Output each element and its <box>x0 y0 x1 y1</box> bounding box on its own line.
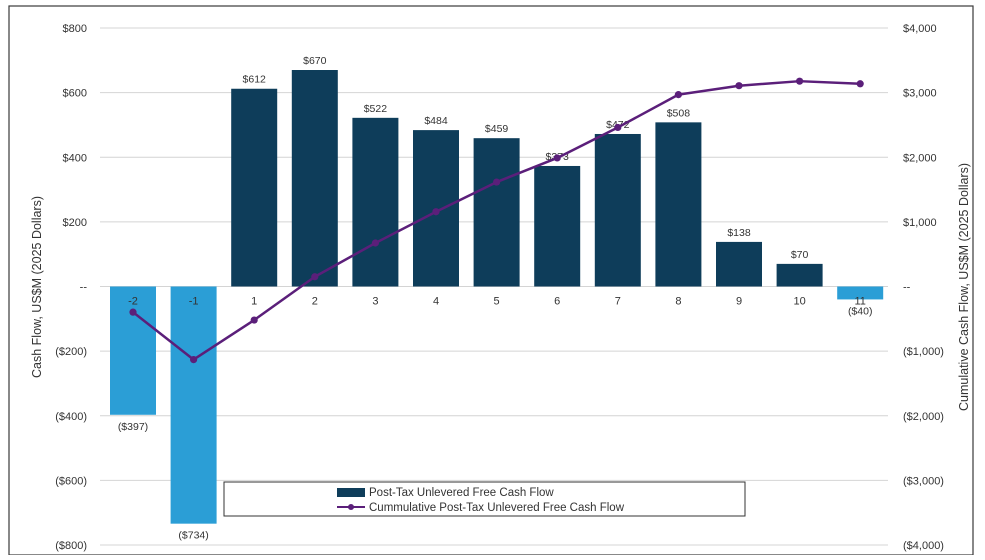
line-point <box>856 80 864 88</box>
left-tick-label: ($600) <box>55 475 87 487</box>
line-point <box>371 239 379 247</box>
line-point <box>250 316 258 324</box>
category-label: 1 <box>251 296 257 308</box>
line-point <box>311 273 319 281</box>
left-tick-label: $200 <box>63 217 87 229</box>
bar <box>352 117 399 287</box>
bar-series <box>110 70 884 524</box>
legend-label-bar: Post-Tax Unlevered Free Cash Flow <box>369 487 554 499</box>
bar <box>231 88 278 287</box>
right-tick-label: $4,000 <box>903 23 937 35</box>
left-tick-label: ($200) <box>55 346 87 358</box>
bar-data-label: ($397) <box>118 421 148 433</box>
bar-data-label: $484 <box>424 115 448 127</box>
bar <box>473 138 520 287</box>
bar-data-label: $612 <box>243 74 267 86</box>
category-label: 10 <box>793 296 805 308</box>
bar <box>291 70 338 287</box>
category-label: 9 <box>736 296 742 308</box>
legend: Post-Tax Unlevered Free Cash Flow Cummul… <box>223 481 746 517</box>
bar-data-label: $459 <box>485 123 509 135</box>
category-label: 8 <box>675 296 681 308</box>
right-tick-label: ($4,000) <box>903 540 944 552</box>
category-labels: -2 -1 1 2 3 4 5 6 7 8 9 10 11 <box>128 296 866 308</box>
left-tick-label: ($400) <box>55 411 87 423</box>
left-axis-title: Cash Flow, US$M (2025 Dollars) <box>30 196 44 378</box>
right-axis-ticks: $4,000 $3,000 $2,000 $1,000 -- ($1,000) ($2,00… <box>903 23 944 552</box>
bar-data-label: $70 <box>791 249 809 261</box>
bar-data-label: ($40) <box>848 305 873 317</box>
line-point <box>432 208 440 216</box>
legend-box <box>223 481 746 517</box>
line-point <box>674 91 683 99</box>
category-label: 5 <box>494 296 500 308</box>
legend-swatch-marker <box>348 504 354 510</box>
bar <box>776 263 823 287</box>
right-tick-label: ($1,000) <box>903 346 944 358</box>
bar <box>837 286 884 300</box>
right-axis-title: Cumulative Cash Flow, US$M (2025 Dollars… <box>957 163 971 411</box>
bar-data-label: ($734) <box>178 530 208 542</box>
right-tick-label: $1,000 <box>903 217 937 229</box>
bar <box>594 133 641 287</box>
line-point <box>614 123 622 132</box>
category-label: 3 <box>372 296 378 308</box>
bar-data-label: $508 <box>667 107 691 119</box>
legend-swatch-bar <box>337 488 365 497</box>
right-tick-label: $3,000 <box>903 88 937 100</box>
left-tick-label: $600 <box>63 88 87 100</box>
right-tick-label: -- <box>903 282 911 294</box>
bar-data-label: $138 <box>727 227 751 239</box>
line-point <box>553 154 561 162</box>
bar <box>534 165 581 287</box>
cumulative-line-series <box>129 77 864 364</box>
category-label: 7 <box>615 296 621 308</box>
bar <box>170 286 217 524</box>
line-point <box>129 308 137 316</box>
category-label: -1 <box>189 296 199 308</box>
line-point <box>190 355 198 364</box>
bar-data-label: $522 <box>364 103 388 115</box>
bar <box>716 241 762 287</box>
left-tick-label: ($800) <box>55 540 87 552</box>
line-point <box>735 82 743 90</box>
left-tick-label: $400 <box>63 152 87 164</box>
left-tick-label: -- <box>80 282 88 294</box>
line-point <box>493 178 501 186</box>
bar <box>110 286 156 415</box>
right-tick-label: ($2,000) <box>903 411 944 423</box>
left-tick-label: $800 <box>63 23 87 35</box>
legend-label-line: Cummulative Post-Tax Unlevered Free Cash… <box>369 502 625 514</box>
left-axis-ticks: $800 $600 $400 $200 -- ($200) ($400) ($600) ($80… <box>55 23 87 552</box>
category-label: -2 <box>128 296 138 308</box>
right-tick-label: $2,000 <box>903 152 937 164</box>
line-point <box>796 77 804 85</box>
right-tick-label: ($3,000) <box>903 475 944 487</box>
bar-data-label: $670 <box>303 55 327 67</box>
category-label: 6 <box>554 296 560 308</box>
category-label: 4 <box>433 296 439 308</box>
category-label: 2 <box>312 296 318 308</box>
category-label: 11 <box>854 296 865 308</box>
bar <box>655 122 702 287</box>
